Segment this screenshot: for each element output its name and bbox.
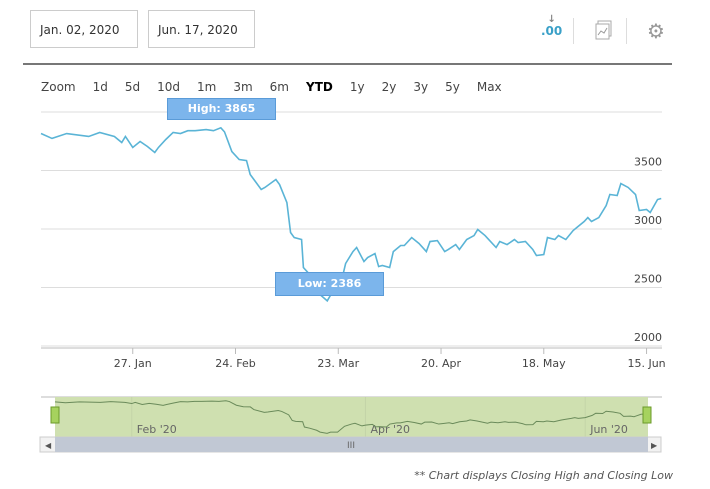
zoom-label: Zoom: [41, 80, 76, 94]
divider: [626, 18, 627, 44]
zoom-ytd[interactable]: YTD: [306, 80, 333, 94]
zoom-1m[interactable]: 1m: [197, 80, 217, 94]
scroll-left-arrow-icon[interactable]: ◀: [45, 441, 52, 450]
zoom-5y[interactable]: 5y: [445, 80, 460, 94]
navigator-label: Apr '20: [370, 423, 410, 436]
end-date-input[interactable]: Jun. 17, 2020: [148, 10, 255, 48]
download-arrow-icon: ↓: [547, 14, 556, 25]
zoom-1d[interactable]: 1d: [92, 80, 108, 94]
y-tick-label: 2000: [634, 331, 662, 344]
x-tick-label: 23. Mar: [317, 357, 359, 370]
zoom-3m[interactable]: 3m: [233, 80, 253, 94]
scrollbar-thumb[interactable]: [55, 437, 648, 452]
zoom-6m[interactable]: 6m: [269, 80, 289, 94]
y-tick-label: 3500: [634, 156, 662, 169]
x-tick-label: 15. Jun: [627, 357, 665, 370]
footnote: ** Chart displays Closing High and Closi…: [414, 469, 673, 482]
y-tick-label: 3000: [634, 214, 662, 227]
scroll-right-arrow-icon[interactable]: ▶: [651, 441, 658, 450]
start-date-input[interactable]: Jan. 02, 2020: [30, 10, 138, 48]
navigator-left-handle[interactable]: [50, 406, 60, 424]
navigator-right-handle[interactable]: [642, 406, 652, 424]
zoom-2y[interactable]: 2y: [381, 80, 397, 94]
x-tick-label: 18. May: [522, 357, 566, 370]
chart-type-icon[interactable]: [595, 20, 613, 44]
high-tooltip: High: 3865: [167, 98, 276, 120]
zoom-1y[interactable]: 1y: [349, 80, 365, 94]
x-tick-label: 27. Jan: [114, 357, 152, 370]
zoom-bar: Zoom 1d 5d 10d 1m 3m 6m YTD 1y 2y 3y 5y …: [41, 80, 519, 94]
zoom-3y[interactable]: 3y: [413, 80, 429, 94]
header-divider: [23, 63, 672, 65]
y-tick-label: 2500: [634, 273, 662, 286]
price-line: [40, 126, 662, 303]
navigator-label: Feb '20: [137, 423, 177, 436]
navigator-line: [54, 400, 645, 434]
x-tick-label: 20. Apr: [421, 357, 461, 370]
gear-icon[interactable]: ⚙: [647, 19, 665, 43]
decimals-button[interactable]: ↓ .00: [541, 14, 563, 39]
navigator-label: Jun '20: [589, 423, 628, 436]
zoom-max[interactable]: Max: [476, 80, 502, 94]
scrollbar-grip: III: [347, 441, 355, 451]
zoom-5d[interactable]: 5d: [124, 80, 141, 94]
low-tooltip: Low: 2386: [275, 272, 384, 296]
x-tick-label: 24. Feb: [215, 357, 255, 370]
divider: [573, 18, 574, 44]
zoom-10d[interactable]: 10d: [157, 80, 181, 94]
